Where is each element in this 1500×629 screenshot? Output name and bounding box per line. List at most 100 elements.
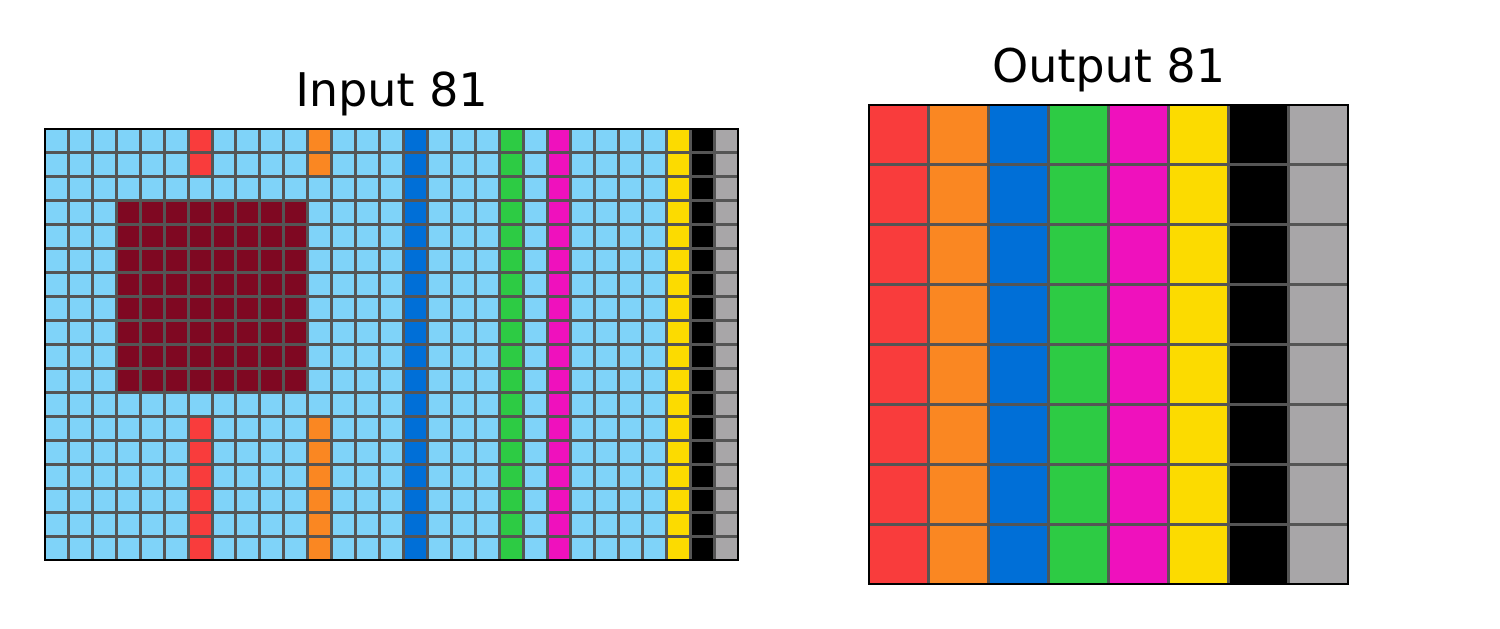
input-cell [404, 370, 426, 391]
input-cell [309, 322, 331, 343]
input-cell [716, 442, 737, 463]
input-cell [93, 250, 115, 271]
input-cell [596, 538, 618, 559]
input-cell [213, 514, 235, 535]
input-cell [381, 346, 402, 367]
input-cell [93, 394, 115, 415]
input-cell [213, 490, 235, 511]
input-cell [404, 322, 426, 343]
input-cell [69, 442, 91, 463]
input-cell [213, 298, 235, 319]
input-cell [309, 514, 331, 535]
input-cell [428, 514, 450, 535]
input-cell [452, 130, 474, 151]
input-cell [261, 514, 283, 535]
input-cell [452, 538, 474, 559]
input-cell [620, 442, 642, 463]
output-cell [990, 526, 1047, 583]
input-cell [524, 370, 546, 391]
input-cell [692, 346, 714, 367]
input-cell [428, 274, 450, 295]
input-cell [357, 394, 379, 415]
input-cell [452, 154, 474, 175]
input-cell [644, 178, 666, 199]
input-cell [404, 178, 426, 199]
input-cell [476, 514, 498, 535]
input-cell [165, 418, 187, 439]
input-cell [428, 466, 450, 487]
input-cell [692, 154, 714, 175]
input-cell [381, 322, 402, 343]
input-cell [285, 178, 307, 199]
input-cell [668, 178, 690, 199]
input-cell [692, 178, 714, 199]
output-cell [930, 466, 987, 523]
input-cell [524, 274, 546, 295]
input-cell [261, 394, 283, 415]
input-cell [261, 418, 283, 439]
input-cell [285, 202, 307, 223]
input-cell [213, 274, 235, 295]
input-cell [309, 226, 331, 247]
input-cell [237, 130, 259, 151]
input-cell [428, 202, 450, 223]
input-cell [404, 298, 426, 319]
input-cell [93, 514, 115, 535]
input-cell [596, 418, 618, 439]
input-cell [596, 178, 618, 199]
input-cell [141, 202, 163, 223]
input-cell [46, 130, 67, 151]
input-cell [261, 226, 283, 247]
input-cell [357, 370, 379, 391]
input-cell [692, 466, 714, 487]
input-cell [452, 202, 474, 223]
output-cell [870, 106, 927, 163]
input-cell [285, 538, 307, 559]
input-cell [428, 226, 450, 247]
input-cell [404, 466, 426, 487]
input-cell [285, 154, 307, 175]
output-cell [1050, 526, 1107, 583]
input-cell [69, 178, 91, 199]
input-cell [165, 322, 187, 343]
input-cell [716, 274, 737, 295]
input-cell [524, 202, 546, 223]
input-cell [357, 322, 379, 343]
input-cell [452, 250, 474, 271]
input-cell [117, 394, 139, 415]
input-cell [716, 370, 737, 391]
input-cell [93, 346, 115, 367]
input-cell [572, 394, 594, 415]
input-cell [93, 202, 115, 223]
input-cell [309, 178, 331, 199]
input-cell [668, 298, 690, 319]
output-cell [990, 286, 1047, 343]
input-cell [572, 154, 594, 175]
input-cell [309, 538, 331, 559]
input-cell [572, 274, 594, 295]
input-cell [620, 394, 642, 415]
output-cell [1290, 466, 1347, 523]
input-cell [357, 250, 379, 271]
input-cell [261, 298, 283, 319]
input-cell [309, 394, 331, 415]
input-cell [46, 490, 67, 511]
output-cell [1110, 286, 1167, 343]
input-cell [620, 538, 642, 559]
input-cell [333, 154, 355, 175]
input-cell [46, 226, 67, 247]
input-cell [381, 466, 402, 487]
output-cell [990, 166, 1047, 223]
input-cell [381, 250, 402, 271]
input-cell [69, 202, 91, 223]
output-cell [990, 346, 1047, 403]
input-cell [452, 442, 474, 463]
input-cell [596, 370, 618, 391]
input-cell [596, 322, 618, 343]
input-cell [620, 274, 642, 295]
output-cell [930, 166, 987, 223]
output-cell [990, 406, 1047, 463]
input-cell [189, 370, 211, 391]
input-cell [141, 394, 163, 415]
input-cell [93, 370, 115, 391]
